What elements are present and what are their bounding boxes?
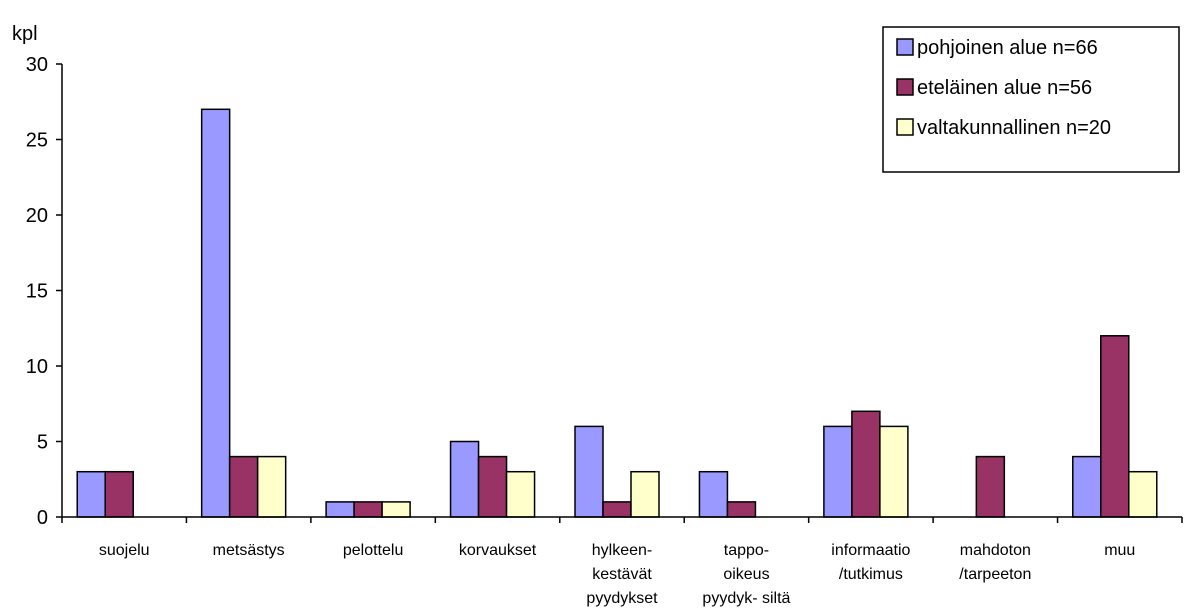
legend-swatch <box>896 38 914 56</box>
bar <box>602 501 632 518</box>
bar <box>381 501 411 518</box>
bar-group <box>698 470 757 518</box>
bar <box>698 470 729 518</box>
category-label: hylkeen- <box>592 542 652 559</box>
bar <box>879 425 909 518</box>
bar-group <box>449 440 536 518</box>
category-label: pelottelu <box>343 542 404 559</box>
y-tick-label: 10 <box>26 356 48 378</box>
bar-group <box>200 108 287 518</box>
category-label: suojelu <box>99 542 150 559</box>
bar <box>574 425 604 518</box>
category-label: pyydykset <box>586 590 658 607</box>
bar <box>353 501 383 518</box>
bar-group <box>76 470 134 518</box>
bar-group <box>325 501 411 518</box>
bar <box>1100 335 1130 518</box>
bar <box>726 501 757 518</box>
bar <box>823 425 853 518</box>
bar-group <box>975 455 1006 518</box>
bar <box>200 108 231 518</box>
bar <box>104 470 134 518</box>
y-tick-label: 0 <box>37 507 48 529</box>
category-label: tappo- <box>724 542 769 559</box>
bar <box>76 470 106 518</box>
category-label: /tutkimus <box>839 566 903 583</box>
legend-swatch <box>896 118 914 136</box>
category-label: kestävät <box>592 566 652 583</box>
bar-group <box>823 410 909 518</box>
bar <box>851 410 881 518</box>
bar <box>1128 470 1158 518</box>
category-label: metsästys <box>213 542 285 559</box>
bar <box>505 470 536 518</box>
bar <box>1072 455 1102 518</box>
category-label: /tarpeeton <box>959 566 1031 583</box>
bar <box>228 455 259 518</box>
bar-group <box>1072 335 1158 518</box>
legend-label: valtakunnallinen n=20 <box>917 117 1111 139</box>
category-label: informaatio <box>831 542 910 559</box>
category-label: oikeus <box>723 566 769 583</box>
y-tick-label: 5 <box>37 432 48 454</box>
y-axis-unit-label: kpl <box>12 23 38 45</box>
bar-group <box>574 425 660 518</box>
bar <box>477 455 508 518</box>
legend-box <box>882 26 1180 173</box>
bar <box>325 501 355 518</box>
category-label: mahdoton <box>960 542 1031 559</box>
y-tick-label: 30 <box>26 54 48 76</box>
legend-swatch <box>896 78 914 96</box>
bar <box>975 455 1006 518</box>
y-tick-label: 20 <box>26 205 48 227</box>
bar <box>449 440 480 518</box>
bar <box>256 455 287 518</box>
y-tick-label: 25 <box>26 130 48 152</box>
category-label: muu <box>1104 542 1135 559</box>
category-label: korvaukset <box>459 542 537 559</box>
category-label: pyydyk- siltä <box>702 590 790 607</box>
legend: pohjoinen alue n=66 eteläinen alue n=56 va… <box>882 26 1180 173</box>
y-tick-label: 15 <box>26 281 48 303</box>
bar <box>630 470 660 518</box>
legend-label: eteläinen alue n=56 <box>917 77 1092 99</box>
legend-label: pohjoinen alue n=66 <box>917 37 1098 59</box>
